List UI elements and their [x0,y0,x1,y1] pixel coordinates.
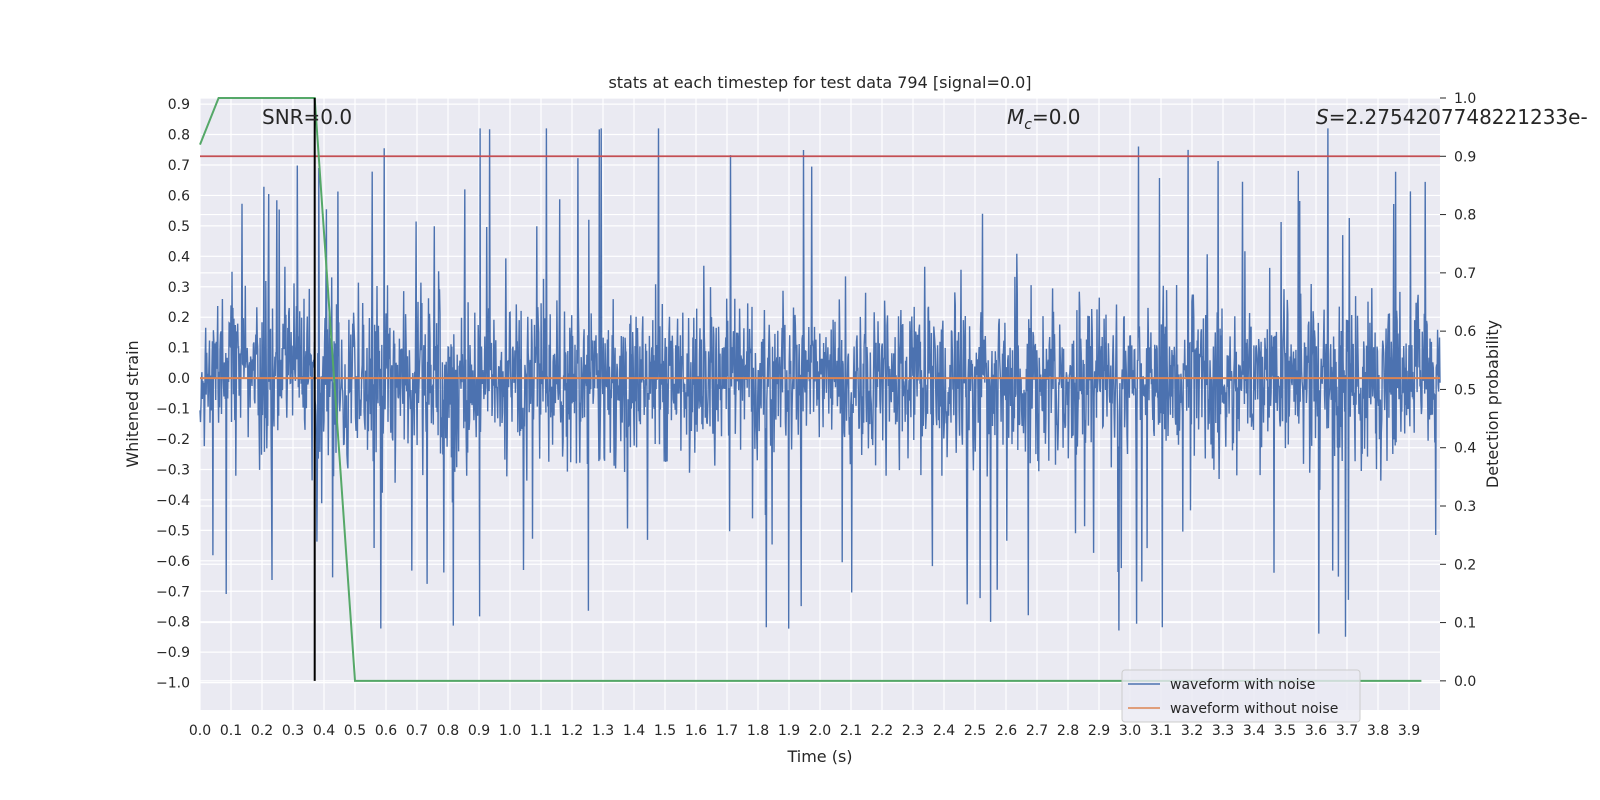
y2-tick-label: 0.0 [1454,674,1476,690]
x-tick-label: 2.0 [809,723,831,739]
y-tick-label: −0.2 [156,432,190,448]
annotation-s: S=2.275420774822123​3e- [1316,105,1588,129]
x-tick-label: 0.2 [251,723,273,739]
x-tick-label: 0.5 [344,723,366,739]
x-tick-label: 1.5 [654,723,676,739]
y2-tick-label: 0.6 [1454,324,1476,340]
x-tick-label: 0.1 [220,723,242,739]
x-tick-label: 2.2 [871,723,893,739]
legend-entry-noise: waveform with noise [1170,677,1315,693]
x-tick-label: 3.8 [1367,723,1389,739]
x-tick-label: 3.9 [1398,723,1420,739]
y2-tick-label: 0.9 [1454,149,1476,165]
annotation-s-value: =2.275420774822123​3e- [1329,105,1588,129]
y-tick-label: 0.3 [168,280,190,296]
x-tick-label: 3.7 [1336,723,1358,739]
y2-tick-label: 0.2 [1454,557,1476,573]
y-tick-label: 0.7 [168,158,190,174]
axis-ticks: 0.0 0.1 0.2 0.3 0.4 0.5 0.6 0.7 0.8 0.9 1.0 1.1 1.2 1… [156,91,1476,739]
y2-axis-label: Detection probability [1483,320,1502,488]
chart-title: stats at each timestep for test data 794… [608,73,1031,92]
x-tick-label: 1.6 [685,723,707,739]
waveform-with-noise-line [199,128,1441,637]
y-tick-label: 0.2 [168,310,190,326]
annotation-chirp-mass: Mc=0.0 [1007,105,1081,133]
x-tick-label: 2.7 [1026,723,1048,739]
y-tick-label: 0.4 [168,249,190,265]
legend-box [1121,669,1361,723]
x-tick-label: 1.7 [716,723,738,739]
x-tick-label: 2.8 [1057,723,1079,739]
x-tick-label: 0.6 [375,723,397,739]
x-tick-label: 1.9 [778,723,800,739]
y-tick-label: −0.6 [156,554,190,570]
detection-probability-line [199,97,1422,682]
x-tick-label: 3.3 [1212,723,1234,739]
y-tick-label: 0.9 [168,97,190,113]
x-tick-label: 0.7 [406,723,428,739]
x-tick-label: 2.9 [1088,723,1110,739]
y2-tick-label: 0.1 [1454,616,1476,632]
x-tick-label: 1.4 [623,723,645,739]
y-axis-label: Whitened strain [123,340,142,467]
y2-tick-label: 0.8 [1454,208,1476,224]
annotation-mc-subscript: c [1024,117,1032,133]
y2-tick-label: 0.5 [1454,382,1476,398]
y-tick-label: −1.0 [156,676,190,692]
y-tick-label: −0.3 [156,462,190,478]
overlay-lines [199,97,1440,682]
x-tick-label: 0.9 [468,723,490,739]
y-tick-label: 0.0 [168,371,190,387]
x-tick-label: 1.1 [530,723,552,739]
y-tick-label: −0.5 [156,523,190,539]
x-tick-label: 3.0 [1119,723,1141,739]
annotation-s-symbol: S [1316,105,1329,129]
x-tick-label: 0.3 [282,723,304,739]
x-tick-label: 2.4 [933,723,955,739]
x-tick-label: 1.2 [561,723,583,739]
y-tick-label: −0.7 [156,584,190,600]
y-tick-label: −0.1 [156,402,190,418]
x-tick-label: 0.4 [313,723,335,739]
x-tick-label: 3.6 [1305,723,1327,739]
annotation-mc-symbol: M [1007,105,1024,129]
x-tick-label: 3.5 [1274,723,1296,739]
annotation-mc-value: =0.0 [1032,105,1081,129]
y2-tick-label: 0.3 [1454,499,1476,515]
y-tick-label: 0.8 [168,128,190,144]
y-tick-label: 0.1 [168,341,190,357]
x-tick-label: 3.1 [1150,723,1172,739]
y-tick-label: 0.5 [168,219,190,235]
x-tick-label: 2.5 [964,723,986,739]
y-tick-label: −0.8 [156,615,190,631]
legend-entry-clean: waveform without noise [1170,701,1338,717]
x-tick-label: 3.4 [1243,723,1265,739]
series-waveform-with-noise [199,128,1441,637]
y2-tick-label: 1.0 [1454,91,1476,107]
x-tick-label: 0.8 [437,723,459,739]
x-tick-label: 1.0 [499,723,521,739]
x-tick-label: 2.3 [902,723,924,739]
x-tick-label: 0.0 [189,723,211,739]
y-tick-label: −0.9 [156,645,190,661]
y-tick-label: −0.4 [156,493,190,509]
annotation-snr: SNR=0.0 [262,105,352,129]
y2-tick-label: 0.4 [1454,441,1476,457]
x-tick-label: 1.3 [592,723,614,739]
y-tick-label: 0.6 [168,188,190,204]
x-tick-label: 3.2 [1181,723,1203,739]
y2-tick-label: 0.7 [1454,266,1476,282]
x-tick-label: 1.8 [747,723,769,739]
x-axis-label: Time (s) [786,747,852,766]
x-tick-label: 2.1 [840,723,862,739]
x-tick-label: 2.6 [995,723,1017,739]
legend: waveform with noise waveform without noi… [1121,669,1361,723]
